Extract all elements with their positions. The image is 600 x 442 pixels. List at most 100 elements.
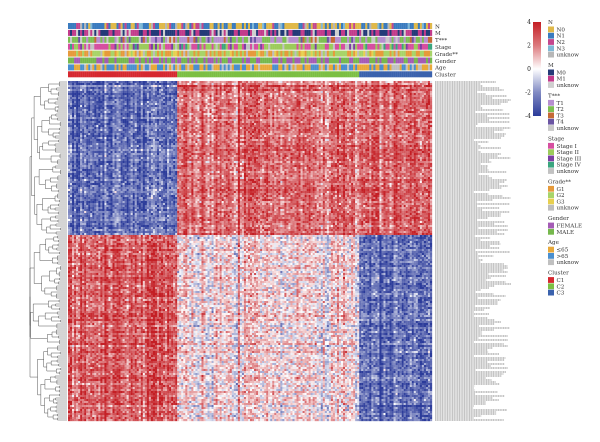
heatmap-cell xyxy=(82,87,84,89)
heatmap-cell xyxy=(127,109,129,111)
heatmap-cell xyxy=(165,97,167,99)
annotation-cell xyxy=(290,23,292,29)
heatmap-cell xyxy=(294,105,296,107)
heatmap-cell xyxy=(428,101,430,103)
heatmap-cell xyxy=(252,91,254,93)
heatmap-cell xyxy=(220,103,222,105)
heatmap-cell xyxy=(351,81,353,83)
annotation-cell xyxy=(392,51,394,57)
heatmap-cell xyxy=(185,99,187,101)
annotation-cell xyxy=(80,23,82,29)
heatmap-cell xyxy=(104,81,106,83)
annotation-cell xyxy=(98,23,100,29)
heatmap-cell xyxy=(268,109,270,111)
annotation-cell xyxy=(276,37,278,43)
annotation-cell xyxy=(121,64,123,70)
heatmap-cell xyxy=(272,87,274,89)
heatmap-cell xyxy=(424,115,426,117)
heatmap-cell xyxy=(80,113,82,115)
heatmap-cell xyxy=(102,115,104,117)
heatmap-cell xyxy=(68,91,70,93)
heatmap-cell xyxy=(173,89,175,91)
annotation-cell xyxy=(339,30,341,36)
annotation-cell xyxy=(307,51,309,57)
heatmap-cell xyxy=(398,93,400,95)
annotation-cell xyxy=(131,58,133,64)
annotation-cell xyxy=(252,37,254,43)
heatmap-cell xyxy=(145,99,147,101)
heatmap-cell xyxy=(286,95,288,97)
heatmap-cell xyxy=(351,113,353,115)
heatmap-cell xyxy=(426,91,428,93)
heatmap-cell xyxy=(327,83,329,85)
heatmap-cell xyxy=(68,83,70,85)
heatmap-cell xyxy=(121,87,123,89)
heatmap-cell xyxy=(428,109,430,111)
heatmap-cell xyxy=(313,103,315,105)
annotation-cell xyxy=(392,30,394,36)
heatmap-cell xyxy=(317,103,319,105)
heatmap-cell xyxy=(171,91,173,93)
heatmap-cell xyxy=(307,99,309,101)
annotation-cell xyxy=(398,71,400,77)
annotation-cell xyxy=(327,30,329,36)
annotation-cell xyxy=(347,64,349,70)
heatmap-cell xyxy=(92,83,94,85)
heatmap-cell xyxy=(153,99,155,101)
heatmap-cell xyxy=(159,103,161,105)
heatmap-cell xyxy=(339,115,341,117)
heatmap-cell xyxy=(94,83,96,85)
annotation-cell xyxy=(224,64,226,70)
annotation-cell xyxy=(351,30,353,36)
annotation-cell xyxy=(206,23,208,29)
annotation-cell xyxy=(70,23,72,29)
annotation-cell xyxy=(400,51,402,57)
heatmap-cell xyxy=(106,85,108,87)
heatmap-cell xyxy=(341,97,343,99)
heatmap-cell xyxy=(177,119,179,121)
heatmap-cell xyxy=(80,101,82,103)
heatmap-cell xyxy=(147,109,149,111)
heatmap-cell xyxy=(430,113,432,115)
heatmap-cell xyxy=(270,111,272,113)
heatmap-cell xyxy=(297,95,299,97)
heatmap-cell xyxy=(327,103,329,105)
heatmap-cell xyxy=(371,107,373,109)
annotation-cell xyxy=(165,30,167,36)
heatmap-cell xyxy=(369,103,371,105)
annotation-cell xyxy=(355,23,357,29)
heatmap-cell xyxy=(290,85,292,87)
heatmap-cell xyxy=(153,81,155,83)
heatmap-cell xyxy=(222,95,224,97)
heatmap-cell xyxy=(226,117,228,119)
heatmap-cell xyxy=(325,83,327,85)
heatmap-cell xyxy=(426,99,428,101)
annotation-cell xyxy=(373,23,375,29)
heatmap-cell xyxy=(119,91,121,93)
heatmap-cell xyxy=(72,103,74,105)
heatmap-cell xyxy=(424,85,426,87)
heatmap-cell xyxy=(100,111,102,113)
heatmap-cell xyxy=(252,113,254,115)
heatmap-cell xyxy=(252,101,254,103)
heatmap-cell xyxy=(242,85,244,87)
annotation-cell xyxy=(106,30,108,36)
heatmap-cell xyxy=(313,105,315,107)
heatmap-cell xyxy=(297,89,299,91)
heatmap-cell xyxy=(163,99,165,101)
heatmap-cell xyxy=(297,83,299,85)
heatmap-cell xyxy=(88,89,90,91)
annotation-cell xyxy=(317,71,319,77)
annotation-cell xyxy=(402,30,404,36)
heatmap-cell xyxy=(108,89,110,91)
annotation-cell xyxy=(169,64,171,70)
annotation-cell xyxy=(303,51,305,57)
annotation-cell xyxy=(337,58,339,64)
heatmap-cell xyxy=(90,93,92,95)
heatmap-cell xyxy=(169,99,171,101)
heatmap-cell xyxy=(155,119,157,121)
annotation-cell xyxy=(311,64,313,70)
heatmap-cell xyxy=(430,95,432,97)
heatmap-cell xyxy=(238,81,240,83)
annotation-cell xyxy=(165,71,167,77)
